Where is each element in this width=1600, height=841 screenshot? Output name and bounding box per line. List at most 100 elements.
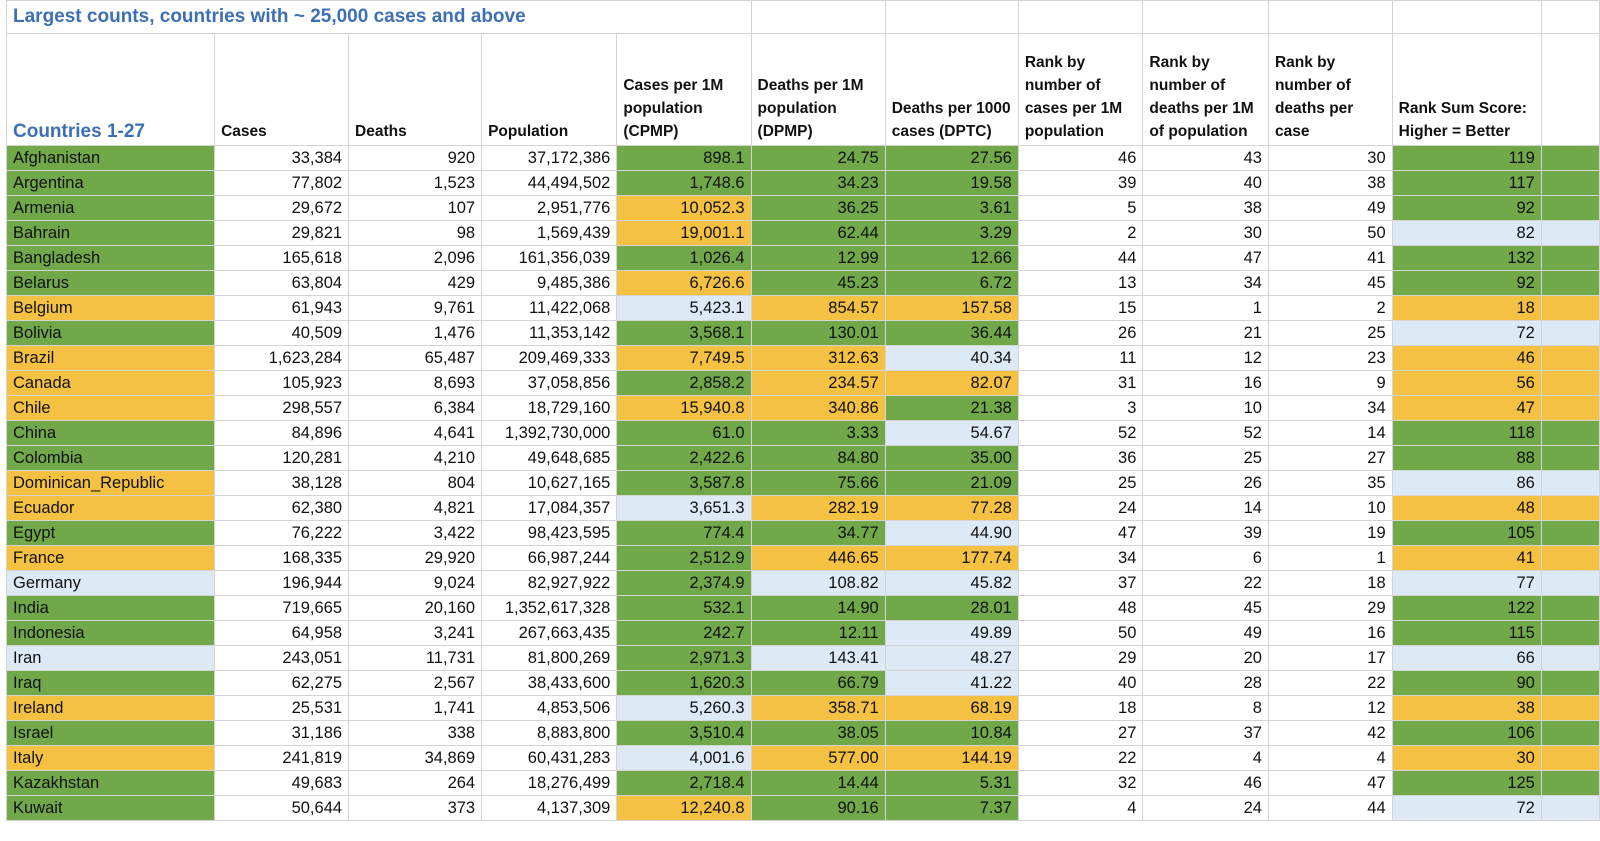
dptc-cell[interactable]: 10.84 — [884, 720, 1019, 746]
country-name-cell[interactable]: Kazakhstan — [5, 770, 216, 796]
dptc-cell[interactable]: 19.58 — [884, 170, 1019, 196]
header-deaths[interactable]: Deaths — [348, 33, 483, 146]
cases-cell[interactable]: 31,186 — [214, 720, 350, 746]
cpmp-cell[interactable]: 1,748.6 — [616, 170, 752, 196]
country-name-cell[interactable]: Iran — [5, 645, 216, 671]
dptc-cell[interactable]: 27.56 — [884, 145, 1019, 171]
rank-death-case-cell[interactable]: 27 — [1267, 445, 1393, 471]
dpmp-cell[interactable]: 34.77 — [750, 520, 886, 546]
cell[interactable] — [1540, 295, 1600, 321]
rank-deaths-cell[interactable]: 34 — [1142, 270, 1269, 296]
country-name-cell[interactable]: Indonesia — [5, 620, 216, 646]
rank-deaths-cell[interactable]: 47 — [1142, 245, 1269, 271]
rank-deaths-cell[interactable]: 45 — [1142, 595, 1269, 621]
cases-cell[interactable]: 719,665 — [214, 595, 350, 621]
rank-deaths-cell[interactable]: 20 — [1142, 645, 1269, 671]
rank-death-case-cell[interactable]: 2 — [1267, 295, 1393, 321]
rank-sum-cell[interactable]: 30 — [1391, 745, 1542, 771]
population-cell[interactable]: 37,172,386 — [481, 145, 618, 171]
rank-sum-cell[interactable]: 48 — [1391, 495, 1542, 521]
dptc-cell[interactable]: 40.34 — [884, 345, 1019, 371]
dptc-cell[interactable]: 36.44 — [884, 320, 1019, 346]
population-cell[interactable]: 18,276,499 — [481, 770, 618, 796]
rank-deaths-cell[interactable]: 24 — [1142, 795, 1269, 821]
cell[interactable] — [1540, 245, 1600, 271]
deaths-cell[interactable]: 264 — [348, 770, 483, 796]
country-name-cell[interactable]: Ireland — [5, 695, 216, 721]
population-cell[interactable]: 1,352,617,328 — [481, 595, 618, 621]
header-dptc[interactable]: Deaths per 1000 cases (DPTC) — [884, 33, 1019, 146]
cpmp-cell[interactable]: 5,260.3 — [616, 695, 752, 721]
dpmp-cell[interactable]: 143.41 — [750, 645, 886, 671]
country-name-cell[interactable]: Belarus — [5, 270, 216, 296]
cases-cell[interactable]: 62,380 — [214, 495, 350, 521]
rank-death-case-cell[interactable]: 25 — [1267, 320, 1393, 346]
dpmp-cell[interactable]: 3.33 — [750, 420, 886, 446]
cell[interactable] — [1540, 220, 1600, 246]
rank-sum-cell[interactable]: 88 — [1391, 445, 1542, 471]
rank-cases-cell[interactable]: 31 — [1017, 370, 1144, 396]
rank-sum-cell[interactable]: 117 — [1391, 170, 1542, 196]
rank-death-case-cell[interactable]: 22 — [1267, 670, 1393, 696]
country-name-cell[interactable]: Germany — [5, 570, 216, 596]
dpmp-cell[interactable]: 12.11 — [750, 620, 886, 646]
rank-sum-cell[interactable]: 41 — [1391, 545, 1542, 571]
rank-cases-cell[interactable]: 36 — [1017, 445, 1144, 471]
deaths-cell[interactable]: 1,476 — [348, 320, 483, 346]
rank-cases-cell[interactable]: 47 — [1017, 520, 1144, 546]
cpmp-cell[interactable]: 6,726.6 — [616, 270, 752, 296]
dptc-cell[interactable]: 77.28 — [884, 495, 1019, 521]
rank-death-case-cell[interactable]: 34 — [1267, 395, 1393, 421]
rank-deaths-cell[interactable]: 40 — [1142, 170, 1269, 196]
cases-cell[interactable]: 64,958 — [214, 620, 350, 646]
rank-sum-cell[interactable]: 115 — [1391, 620, 1542, 646]
deaths-cell[interactable]: 65,487 — [348, 345, 483, 371]
rank-cases-cell[interactable]: 46 — [1017, 145, 1144, 171]
rank-death-case-cell[interactable]: 47 — [1267, 770, 1393, 796]
cpmp-cell[interactable]: 898.1 — [616, 145, 752, 171]
deaths-cell[interactable]: 9,024 — [348, 570, 483, 596]
rank-death-case-cell[interactable]: 44 — [1267, 795, 1393, 821]
country-name-cell[interactable]: Kuwait — [5, 795, 216, 821]
population-cell[interactable]: 11,353,142 — [481, 320, 618, 346]
cases-cell[interactable]: 76,222 — [214, 520, 350, 546]
country-name-cell[interactable]: Ecuador — [5, 495, 216, 521]
dpmp-cell[interactable]: 282.19 — [750, 495, 886, 521]
dpmp-cell[interactable]: 340.86 — [750, 395, 886, 421]
cpmp-cell[interactable]: 2,718.4 — [616, 770, 752, 796]
deaths-cell[interactable]: 3,241 — [348, 620, 483, 646]
cases-cell[interactable]: 241,819 — [214, 745, 350, 771]
rank-sum-cell[interactable]: 92 — [1391, 270, 1542, 296]
rank-sum-cell[interactable]: 66 — [1391, 645, 1542, 671]
cpmp-cell[interactable]: 2,512.9 — [616, 545, 752, 571]
rank-death-case-cell[interactable]: 30 — [1267, 145, 1393, 171]
rank-deaths-cell[interactable]: 26 — [1142, 470, 1269, 496]
rank-deaths-cell[interactable]: 49 — [1142, 620, 1269, 646]
cell[interactable] — [1540, 420, 1600, 446]
dpmp-cell[interactable]: 38.05 — [750, 720, 886, 746]
country-name-cell[interactable]: Iraq — [5, 670, 216, 696]
dptc-cell[interactable]: 82.07 — [884, 370, 1019, 396]
rank-cases-cell[interactable]: 39 — [1017, 170, 1144, 196]
dpmp-cell[interactable]: 108.82 — [750, 570, 886, 596]
cell[interactable] — [1267, 0, 1393, 34]
cell[interactable] — [750, 0, 886, 34]
dpmp-cell[interactable]: 24.75 — [750, 145, 886, 171]
dpmp-cell[interactable]: 234.57 — [750, 370, 886, 396]
country-name-cell[interactable]: China — [5, 420, 216, 446]
population-cell[interactable]: 17,084,357 — [481, 495, 618, 521]
rank-deaths-cell[interactable]: 28 — [1142, 670, 1269, 696]
rank-death-case-cell[interactable]: 50 — [1267, 220, 1393, 246]
header-rank-deaths[interactable]: Rank by number of deaths per 1M of popul… — [1142, 33, 1269, 146]
cell[interactable] — [1540, 270, 1600, 296]
dpmp-cell[interactable]: 130.01 — [750, 320, 886, 346]
rank-cases-cell[interactable]: 15 — [1017, 295, 1144, 321]
dptc-cell[interactable]: 157.58 — [884, 295, 1019, 321]
rank-sum-cell[interactable]: 122 — [1391, 595, 1542, 621]
rank-sum-cell[interactable]: 82 — [1391, 220, 1542, 246]
cases-cell[interactable]: 29,821 — [214, 220, 350, 246]
population-cell[interactable]: 60,431,283 — [481, 745, 618, 771]
rank-deaths-cell[interactable]: 16 — [1142, 370, 1269, 396]
deaths-cell[interactable]: 9,761 — [348, 295, 483, 321]
deaths-cell[interactable]: 4,641 — [348, 420, 483, 446]
